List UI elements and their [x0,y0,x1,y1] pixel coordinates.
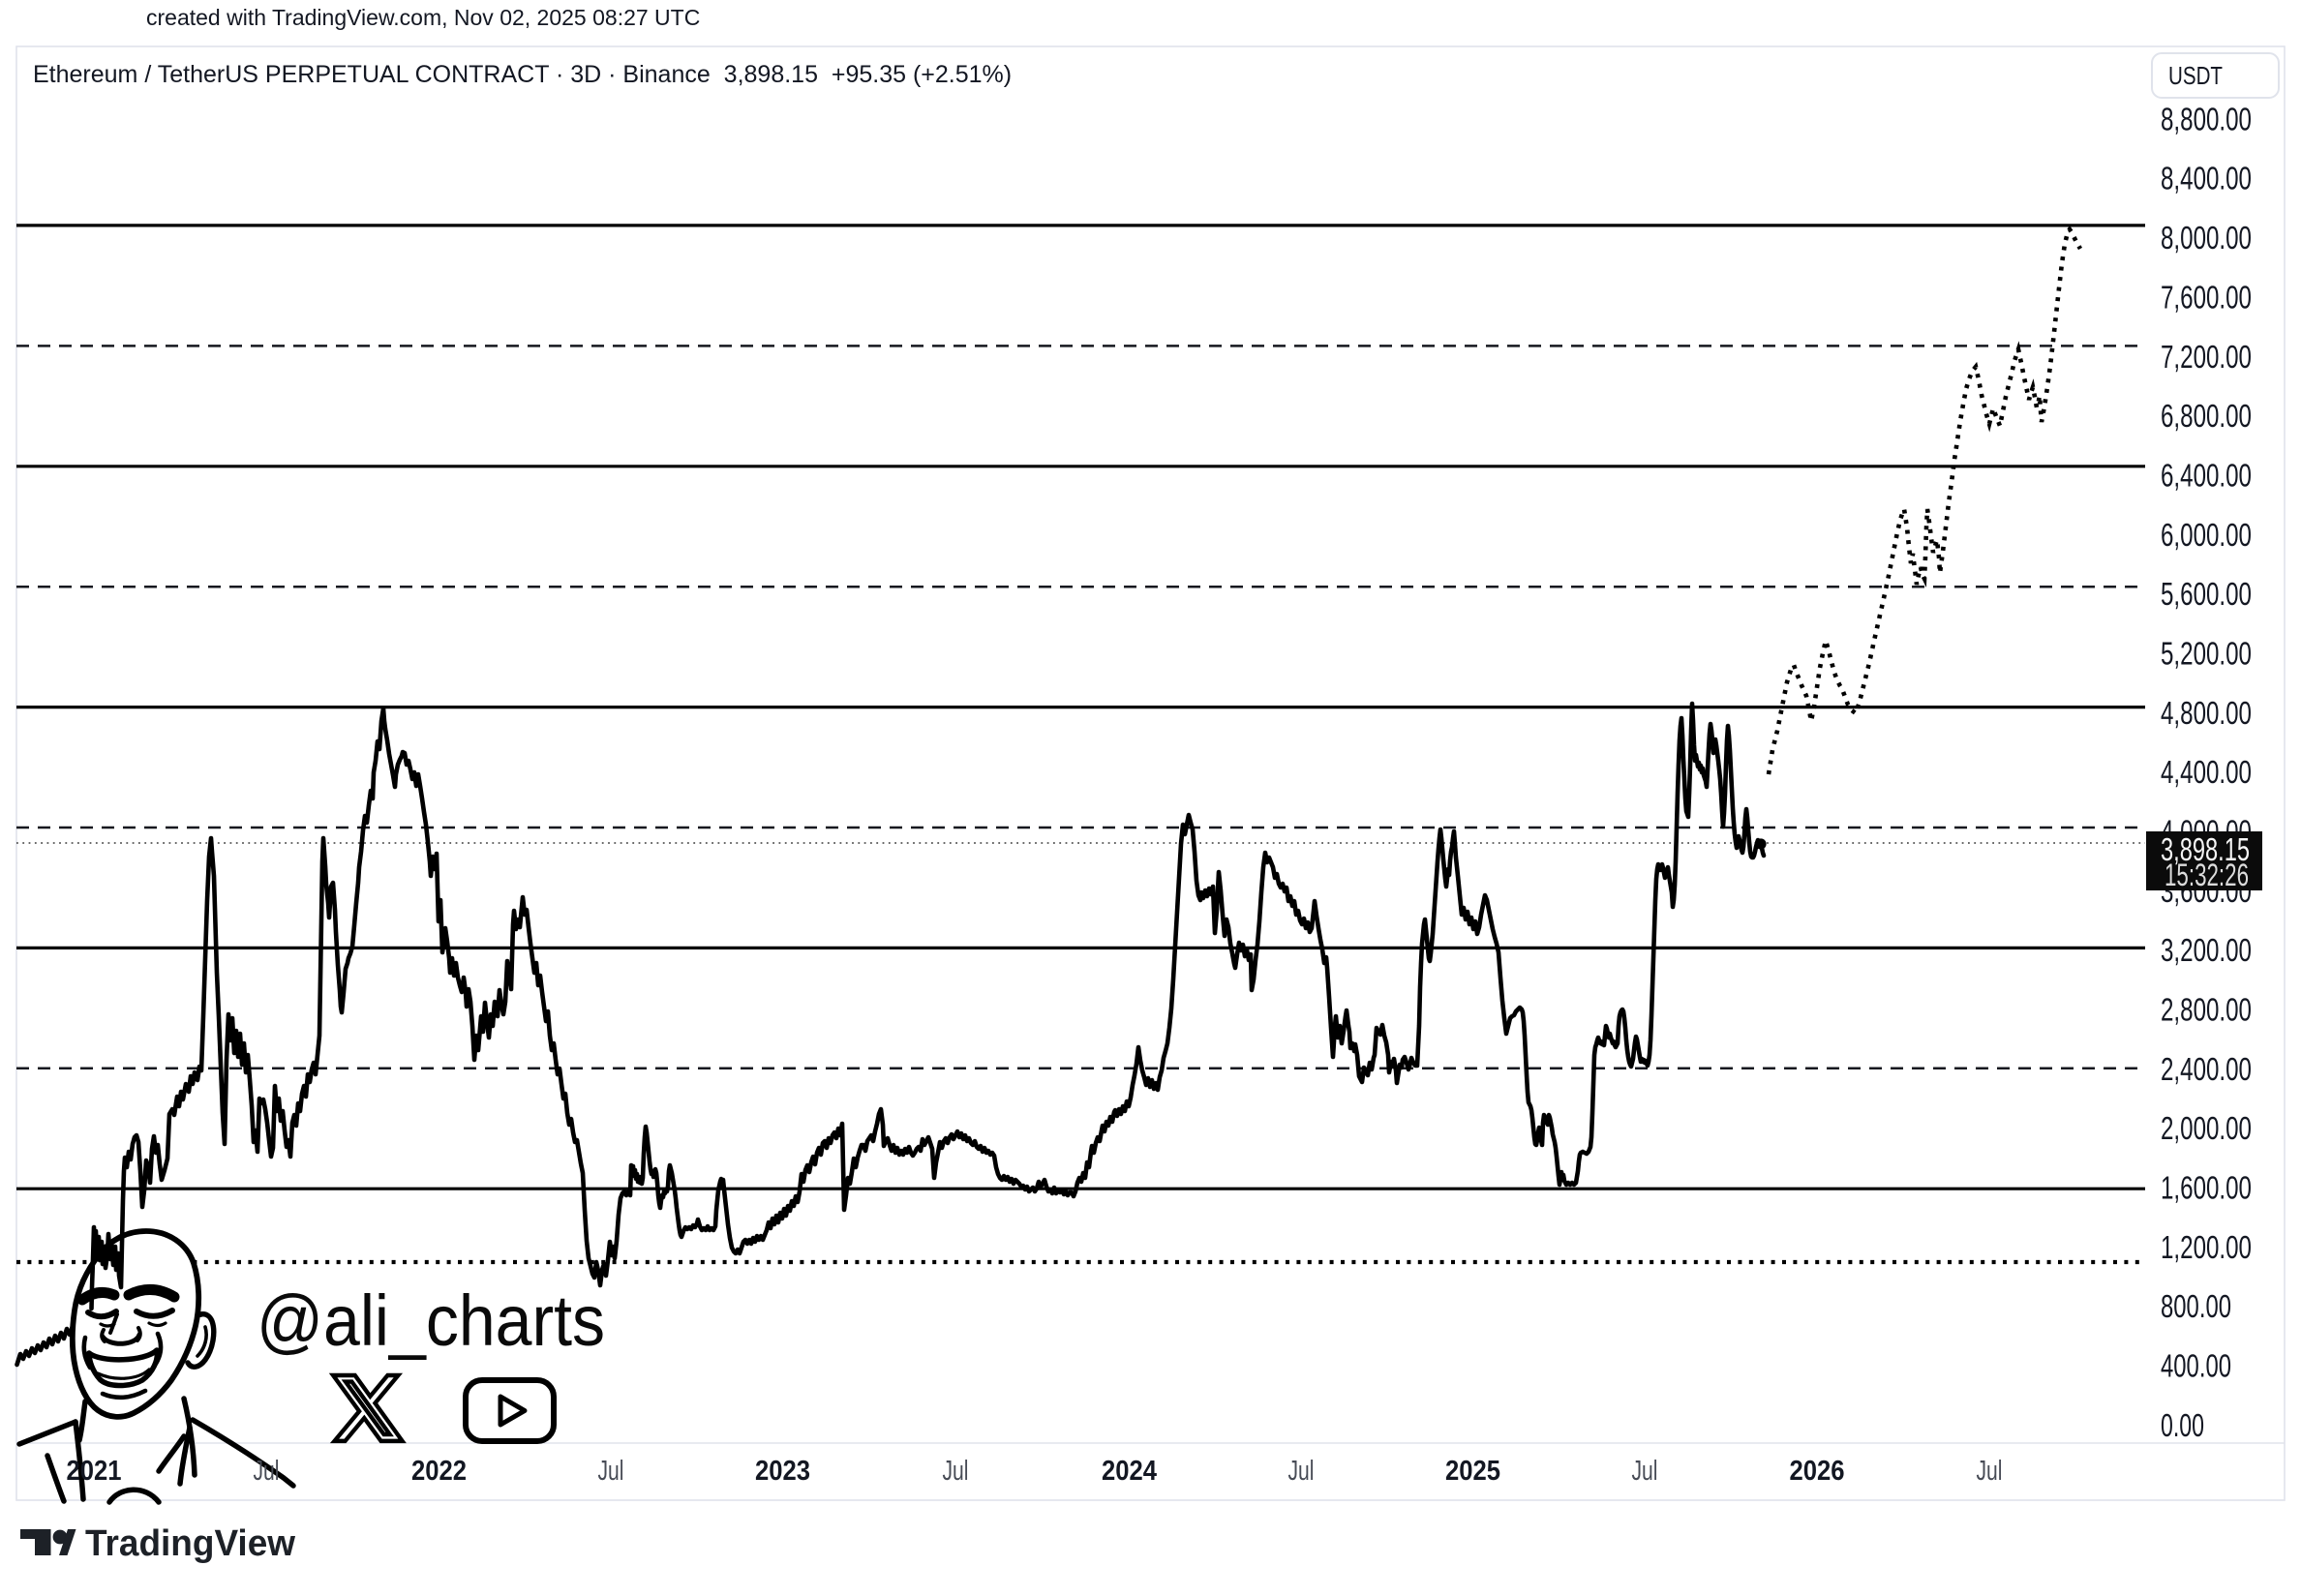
svg-text:@ali_charts: @ali_charts [257,1280,605,1361]
svg-text:2,400.00: 2,400.00 [2161,1051,2252,1087]
svg-text:3,898.15: 3,898.15 [2161,831,2250,867]
svg-text:Jul: Jul [598,1456,624,1487]
svg-text:0.00: 0.00 [2161,1407,2204,1443]
svg-text:6,800.00: 6,800.00 [2161,398,2252,434]
svg-text:15:32:26: 15:32:26 [2165,858,2249,892]
svg-text:8,800.00: 8,800.00 [2161,101,2252,136]
svg-text:TradingView: TradingView [85,1523,295,1564]
svg-text:created with TradingView.com,: created with TradingView.com, Nov 02, 20… [146,5,700,30]
svg-text:6,000.00: 6,000.00 [2161,517,2252,553]
svg-text:6,400.00: 6,400.00 [2161,457,2252,493]
svg-text:Jul: Jul [943,1456,969,1487]
svg-text:Ethereum / TetherUS PERPETUAL: Ethereum / TetherUS PERPETUAL CONTRACT ·… [33,61,1012,88]
svg-text:800.00: 800.00 [2161,1288,2231,1324]
svg-text:5,600.00: 5,600.00 [2161,576,2252,612]
svg-text:2022: 2022 [411,1456,467,1487]
svg-text:2025: 2025 [1445,1456,1500,1487]
svg-text:3,200.00: 3,200.00 [2161,932,2252,968]
svg-text:5,200.00: 5,200.00 [2161,635,2252,671]
svg-text:2,800.00: 2,800.00 [2161,991,2252,1027]
svg-text:Jul: Jul [254,1456,280,1487]
svg-text:USDT: USDT [2168,61,2223,90]
svg-text:Jul: Jul [1977,1456,2003,1487]
svg-text:2026: 2026 [1790,1456,1845,1487]
svg-text:Jul: Jul [1288,1456,1315,1487]
svg-text:8,400.00: 8,400.00 [2161,161,2252,196]
svg-text:2023: 2023 [755,1456,810,1487]
svg-text:4,800.00: 4,800.00 [2161,695,2252,731]
svg-text:1,600.00: 1,600.00 [2161,1170,2252,1206]
svg-text:2024: 2024 [1102,1456,1157,1487]
svg-text:7,200.00: 7,200.00 [2161,339,2252,375]
svg-text:Jul: Jul [1632,1456,1658,1487]
svg-text:7,600.00: 7,600.00 [2161,279,2252,315]
svg-text:2021: 2021 [67,1456,122,1487]
svg-text:1,200.00: 1,200.00 [2161,1229,2252,1265]
svg-text:2,000.00: 2,000.00 [2161,1110,2252,1146]
svg-text:8,000.00: 8,000.00 [2161,220,2252,256]
svg-text:4,400.00: 4,400.00 [2161,754,2252,790]
svg-text:400.00: 400.00 [2161,1348,2231,1384]
